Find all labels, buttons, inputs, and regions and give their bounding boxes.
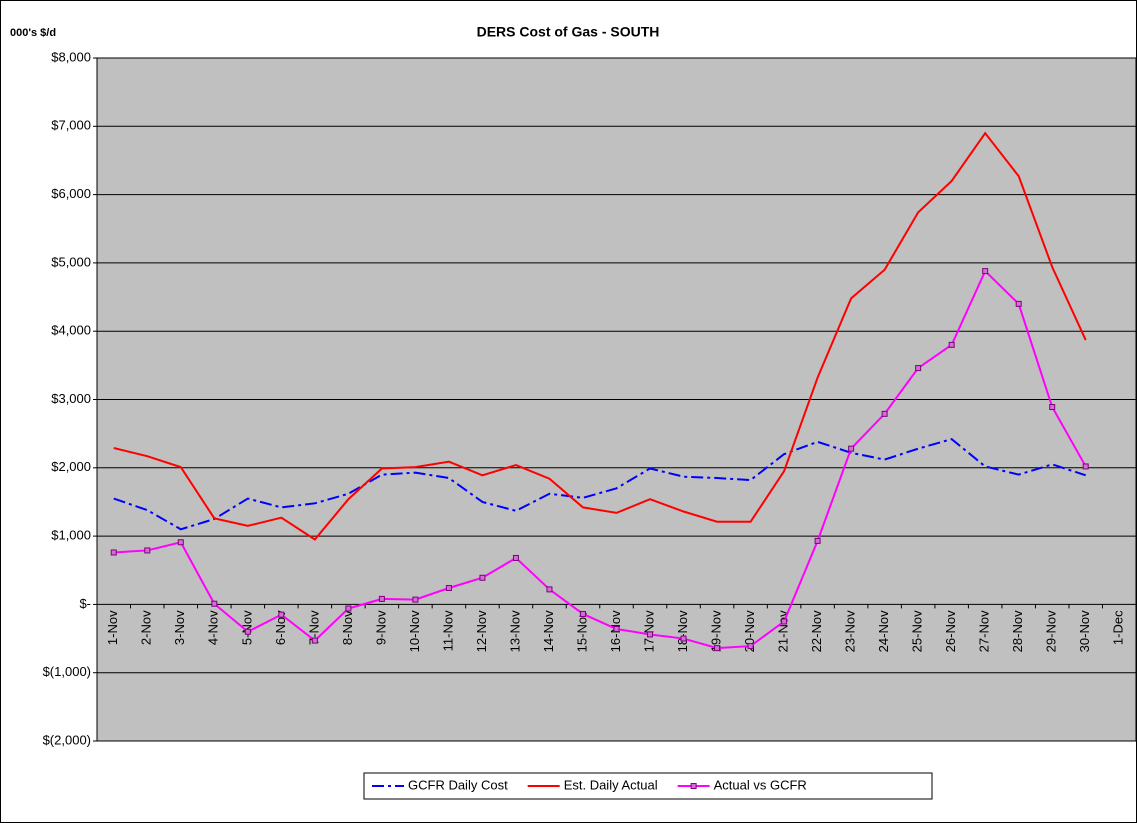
point-marker (278, 611, 285, 618)
point-marker (814, 537, 821, 544)
y-tick-label: $(1,000) (43, 664, 91, 679)
x-tick-label: 6-Nov (273, 610, 288, 645)
point-marker (680, 635, 687, 642)
point-marker (378, 595, 385, 602)
y-tick-label: $5,000 (51, 254, 91, 269)
x-tick-label: 8-Nov (340, 610, 355, 645)
x-tick-label: 22-Nov (809, 610, 824, 652)
legend-label: Est. Daily Actual (564, 777, 658, 792)
point-marker (1049, 404, 1056, 411)
point-marker (948, 341, 955, 348)
point-marker (144, 547, 151, 554)
x-tick-label: 15-Nov (574, 610, 589, 652)
x-tick-label: 27-Nov (977, 610, 992, 652)
x-tick-label: 19-Nov (708, 610, 723, 652)
point-marker (546, 586, 553, 593)
x-tick-label: 1-Nov (105, 610, 120, 645)
x-tick-label: 21-Nov (776, 610, 791, 652)
point-marker (1082, 463, 1089, 470)
x-tick-label: 1-Dec (1111, 610, 1126, 645)
legend-box (363, 772, 933, 800)
x-tick-label: 5-Nov (239, 610, 254, 645)
point-marker (311, 637, 318, 644)
chart-title: DERS Cost of Gas - SOUTH (477, 24, 660, 40)
point-marker (613, 625, 620, 632)
x-tick-label: 3-Nov (172, 610, 187, 645)
point-marker (881, 410, 888, 417)
x-tick-label: 24-Nov (876, 610, 891, 652)
point-marker (714, 645, 721, 652)
series-line (113, 269, 1087, 650)
y-tick-label: $1,000 (51, 528, 91, 543)
x-tick-label: 2-Nov (139, 610, 154, 645)
point-marker (345, 605, 352, 612)
point-marker (579, 610, 586, 617)
x-tick-label: 13-Nov (507, 610, 522, 652)
x-tick-label: 14-Nov (541, 610, 556, 652)
x-tick-label: 11-Nov (440, 610, 455, 651)
x-tick-label: 26-Nov (943, 610, 958, 652)
x-tick-label: 29-Nov (1044, 610, 1059, 652)
x-tick-label: 10-Nov (407, 610, 422, 652)
y-tick-label: $(2,000) (43, 732, 91, 747)
x-tick-label: 4-Nov (206, 610, 221, 645)
point-marker (848, 445, 855, 452)
point-marker (647, 631, 654, 638)
point-marker (747, 643, 754, 650)
x-tick-label: 25-Nov (910, 610, 925, 652)
point-marker (479, 574, 486, 581)
point-marker (512, 554, 519, 561)
point-marker (445, 585, 452, 592)
x-tick-label: 17-Nov (641, 610, 656, 652)
point-marker (982, 268, 989, 275)
y-tick-label: $7,000 (51, 118, 91, 133)
x-tick-label: 18-Nov (675, 610, 690, 652)
point-marker (781, 618, 788, 625)
point-marker (244, 628, 251, 635)
y-axis-label: 000's $/d (10, 27, 56, 39)
legend-marker (690, 783, 697, 789)
point-marker (1015, 300, 1022, 307)
y-tick-label: $2,000 (51, 459, 91, 474)
legend: GCFR Daily Cost Est. Daily Actual Actual v… (363, 772, 933, 800)
x-tick-label: 12-Nov (474, 610, 489, 652)
y-tick-label: $6,000 (51, 186, 91, 201)
x-tick-label: 30-Nov (1077, 610, 1092, 652)
point-marker (110, 549, 117, 556)
point-marker (211, 600, 218, 607)
legend-label: GCFR Daily Cost (408, 777, 508, 792)
y-tick-label: $- (79, 596, 91, 611)
legend-label: Actual vs GCFR (714, 777, 807, 792)
x-tick-label: 23-Nov (843, 610, 858, 652)
series-line (113, 438, 1087, 531)
series-line (113, 131, 1087, 541)
point-marker (915, 365, 922, 372)
x-tick-label: 9-Nov (373, 610, 388, 645)
y-tick-label: $8,000 (51, 49, 91, 64)
x-tick-label: 20-Nov (742, 610, 757, 652)
point-marker (412, 596, 419, 603)
y-tick-label: $4,000 (51, 323, 91, 338)
y-tick-label: $3,000 (51, 391, 91, 406)
point-marker (177, 539, 184, 546)
x-tick-label: 28-Nov (1010, 610, 1025, 652)
